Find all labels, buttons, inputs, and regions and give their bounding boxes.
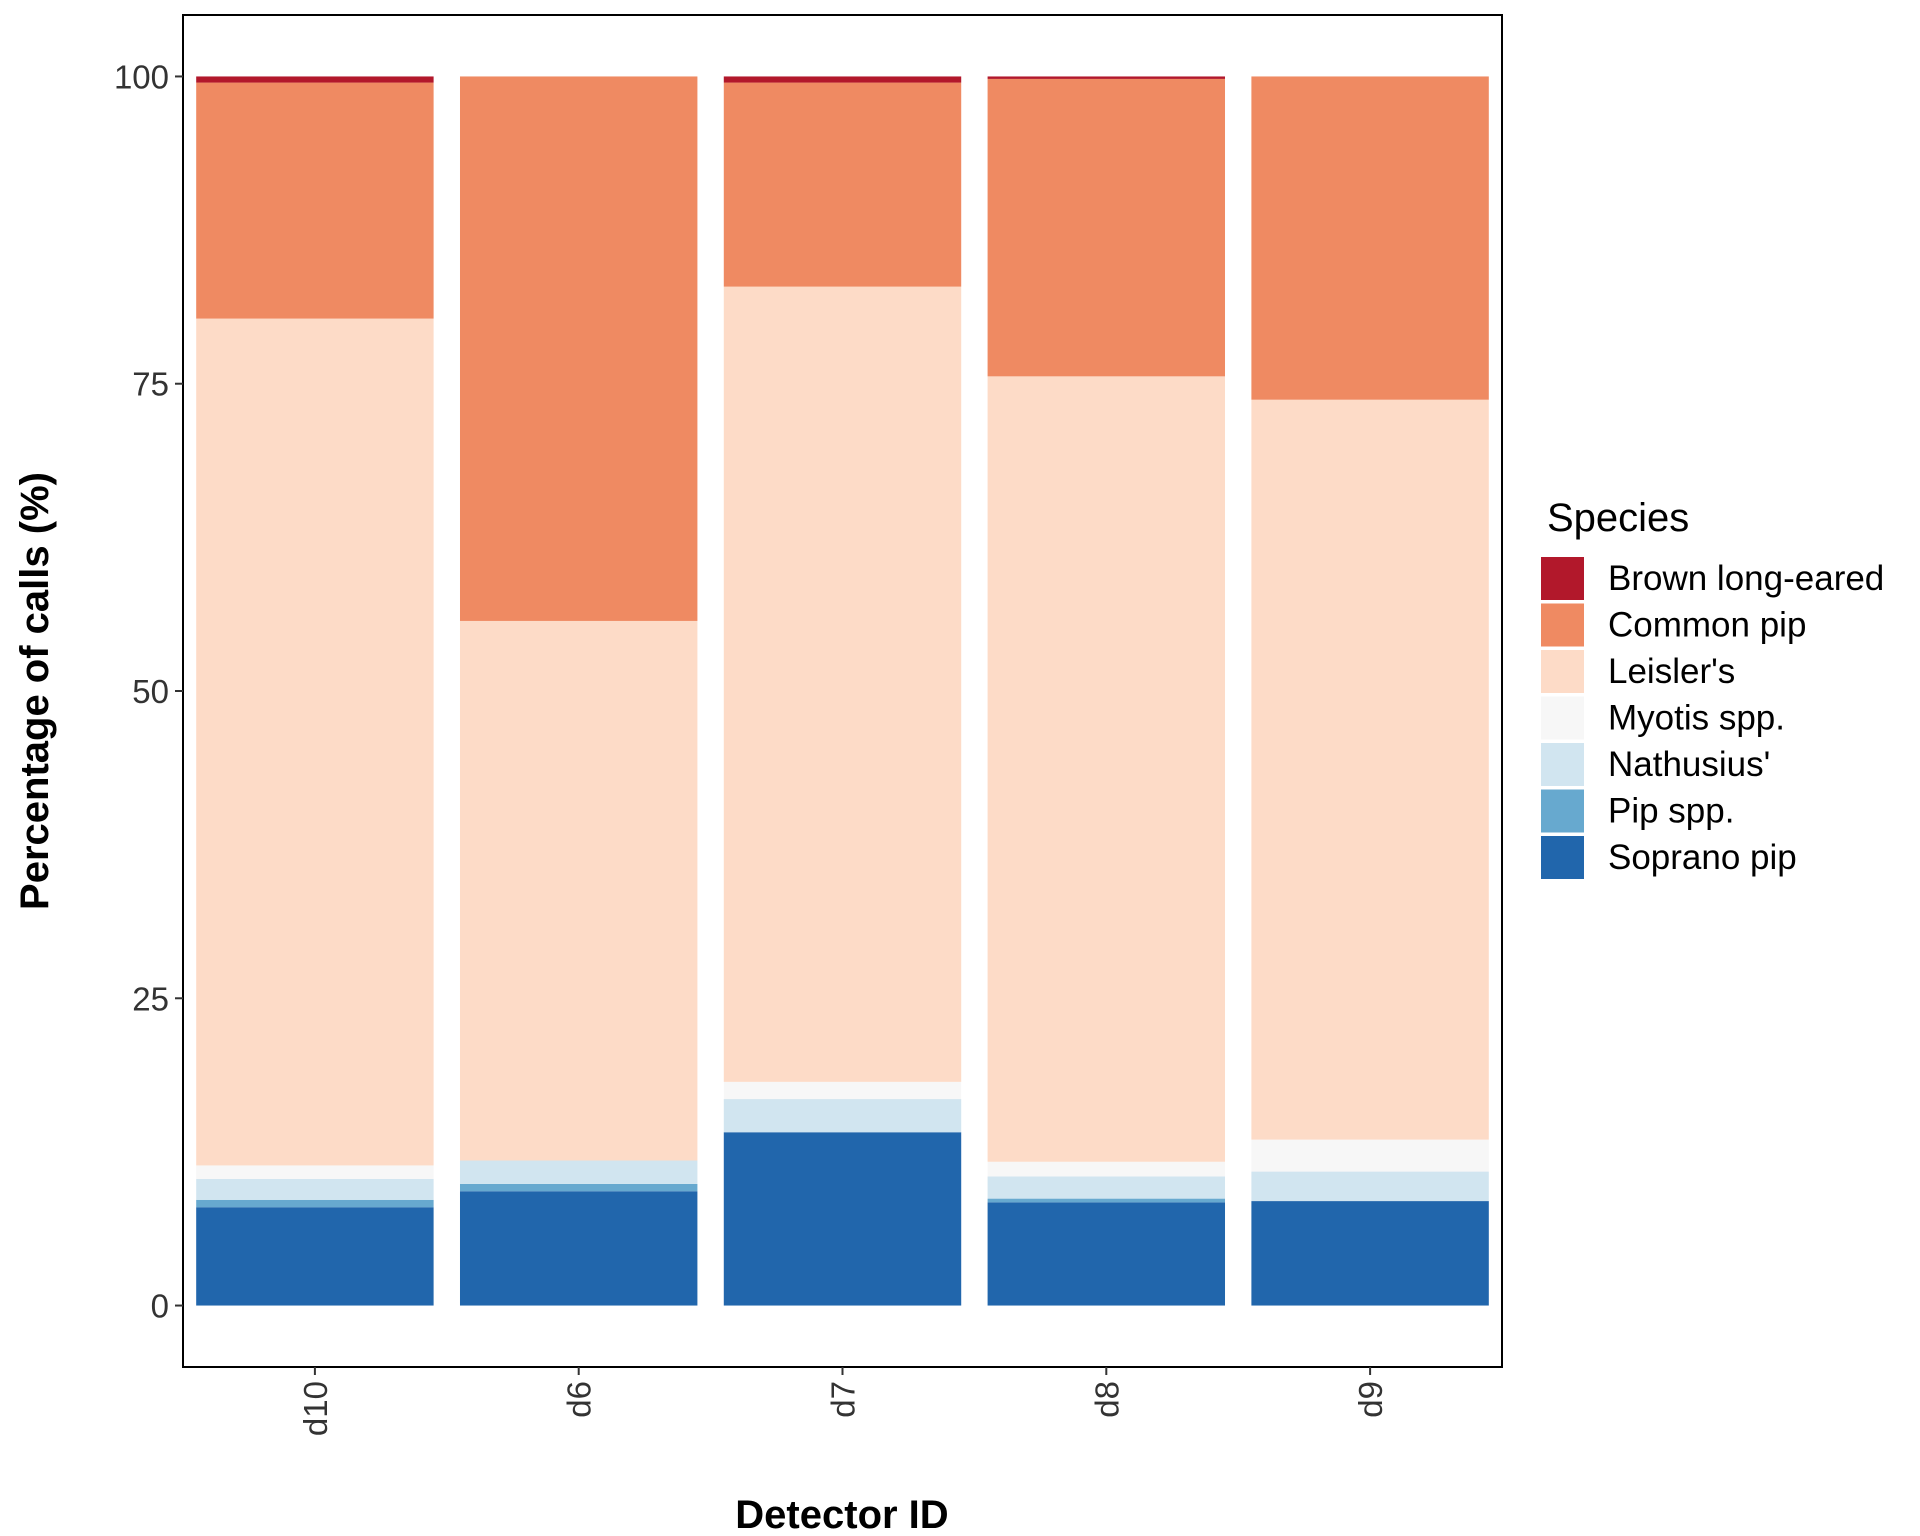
bar-segment-d7-myotis-spp [723, 1081, 962, 1100]
legend-key-soprano-pip [1541, 836, 1584, 879]
bar-segment-d6-nathusius [459, 1160, 698, 1184]
y-axis-title: Percentage of calls (%) [13, 472, 57, 910]
legend-label: Pip spp. [1608, 792, 1734, 831]
y-axis: 0 25 50 75 100 [114, 58, 183, 1325]
legend-label: Soprano pip [1608, 838, 1797, 877]
x-axis-title: Detector ID [735, 1493, 948, 1536]
y-tick-label: 0 [151, 1288, 169, 1325]
legend-key-nathusius [1541, 743, 1584, 786]
bar-segment-d8-myotis-spp [987, 1161, 1226, 1177]
x-tick-label-d8: d8 [1088, 1381, 1125, 1418]
bar-segment-d10-common-pip [196, 82, 434, 319]
bar-segment-d9-common-pip [1251, 76, 1489, 400]
legend: Species Brown long-eared Common pip Leisle… [1541, 496, 1884, 879]
bar-segment-d7-leisler-s [723, 286, 962, 1082]
x-axis: d10 d6 d7 d8 d9 [297, 1367, 1389, 1436]
bar-segment-d10-leisler-s [196, 318, 434, 1166]
bar-segment-d10-pip-spp [196, 1199, 434, 1208]
bar-segment-d6-common-pip [459, 76, 698, 621]
bar-segment-d8-soprano-pip [987, 1202, 1226, 1306]
x-tick-label-d6: d6 [561, 1381, 598, 1418]
bar-segment-d8-pip-spp [987, 1198, 1226, 1203]
y-tick-label: 100 [114, 58, 169, 95]
y-tick-label: 25 [132, 980, 169, 1017]
y-tick-label: 50 [132, 673, 169, 710]
x-tick-label-d7: d7 [825, 1381, 862, 1418]
bar-segment-d7-soprano-pip [723, 1132, 962, 1306]
bar-segment-d9-nathusius [1251, 1171, 1489, 1202]
bar-segment-d6-pip-spp [459, 1183, 698, 1192]
bar-segment-d6-leisler-s [459, 620, 698, 1161]
legend-label: Brown long-eared [1608, 559, 1884, 598]
legend-label: Common pip [1608, 606, 1806, 645]
legend-key-pip-spp [1541, 789, 1584, 833]
bar-segment-d9-soprano-pip [1251, 1201, 1489, 1306]
legend-key-brown-long-eared [1541, 557, 1584, 600]
bar-segment-d10-soprano-pip [196, 1207, 434, 1306]
bar-segment-d6-soprano-pip [459, 1191, 698, 1306]
bar-segment-d7-common-pip [723, 82, 962, 287]
bar-segment-d10-myotis-spp [196, 1165, 434, 1179]
x-tick-label-d10: d10 [297, 1381, 334, 1436]
legend-key-myotis-spp [1541, 696, 1584, 740]
legend-label: Leisler's [1608, 652, 1735, 691]
legend-key-common-pip [1541, 603, 1584, 647]
bar-segment-d8-brown-long-eared [987, 76, 1226, 79]
bar-segment-d7-nathusius [723, 1099, 962, 1133]
legend-label: Nathusius' [1608, 745, 1770, 784]
bars-layer [196, 76, 1489, 1306]
bar-segment-d10-brown-long-eared [196, 76, 434, 83]
bar-segment-d9-leisler-s [1251, 399, 1489, 1140]
legend-items: Brown long-eared Common pip Leisler's Myoti… [1541, 557, 1884, 879]
bar-segment-d10-nathusius [196, 1178, 434, 1200]
x-tick-label-d9: d9 [1352, 1381, 1389, 1418]
bar-segment-d7-brown-long-eared [723, 76, 962, 83]
bar-segment-d8-nathusius [987, 1176, 1226, 1199]
legend-label: Myotis spp. [1608, 699, 1785, 738]
bar-segment-d8-common-pip [987, 78, 1226, 377]
bar-segment-d8-leisler-s [987, 376, 1226, 1162]
bar-segment-d9-myotis-spp [1251, 1139, 1489, 1172]
legend-title: Species [1547, 496, 1689, 540]
y-tick-label: 75 [132, 366, 169, 403]
legend-key-leisler-s [1541, 650, 1584, 693]
